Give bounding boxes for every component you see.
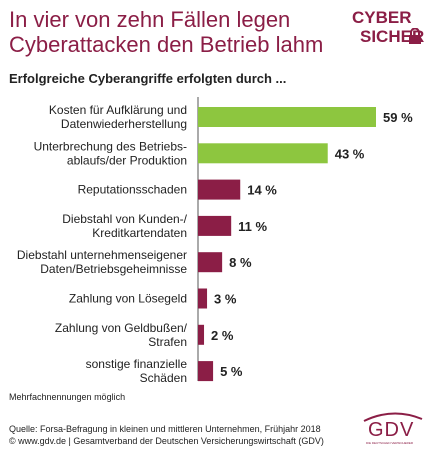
footnote: Mehrfachnennungen möglich [9,392,126,402]
lock-icon [409,28,421,44]
category-label: Zahlung von Geldbußen/Strafen [55,321,188,349]
bar [198,107,376,127]
category-label-line: sonstige finanzielle [86,357,188,371]
value-label: 5 % [220,364,243,379]
bar [198,361,214,382]
gdv-arc-icon [363,412,423,422]
value-label: 8 % [229,255,252,270]
category-label-line: Kreditkartendaten [92,226,187,240]
source-line-1: Quelle: Forsa-Befragung in kleinen und m… [9,424,321,434]
chart-subtitle: Erfolgreiche Cyberangriffe erfolgten dur… [9,71,287,86]
category-label: sonstige finanzielle Schäden [86,357,188,385]
logo-line2: SICHER [360,27,425,46]
bar [198,288,208,309]
bar-chart: 59 % Kosten für Aufklärung und Datenwieder… [17,97,413,385]
category-label-line: Daten/Betriebsgeheimnisse [40,262,187,276]
page-title: In vier von zehn Fällen legen Cyberattac… [9,7,324,57]
category-label: Kosten für Aufklärung und Datenwiederhers… [49,103,187,131]
gdv-logo-text: GDV [368,419,415,441]
category-label-line: Schäden [140,371,187,385]
value-label: 2 % [211,328,234,343]
category-label-line: Diebstahl unternehmenseigener [17,248,187,262]
bar [198,252,223,273]
value-label: 43 % [335,146,365,161]
category-label-line: Unterbrechung des Betriebs- [34,139,187,153]
category-label-line: Reputationsschaden [78,183,187,197]
category-label-line: Zahlung von Geldbußen/ [55,321,188,335]
category-label: Zahlung von Lösegeld [69,292,187,306]
category-label-line: ablaufs/der Produktion [67,153,187,167]
category-label: Diebstahl von Kunden-/Kreditkartendaten [62,212,187,240]
logo-line1: CYBER [352,8,412,27]
value-label: 14 % [247,183,277,198]
value-label: 3 % [214,292,237,307]
source-line-2: © www.gdv.de | Gesamtverband der Deutsch… [9,436,324,446]
category-label-line: Datenwiederherstellung [61,117,187,131]
bar [198,143,328,164]
value-label: 59 % [383,110,413,125]
gdv-logo: GDV DIE DEUTSCHEN VERSICHERER [360,410,426,446]
category-label: Diebstahl unternehmenseigener Daten/Betri… [17,248,187,276]
category-label-line: Strafen [148,335,187,349]
value-label: 11 % [238,219,267,234]
category-label: Reputationsschaden [78,183,187,197]
category-label-line: Zahlung von Lösegeld [69,292,187,306]
cyber-sicher-logo: CYBER SICHER [352,8,424,48]
category-label: Unterbrechung des Betriebs-ablaufs/der P… [34,139,187,167]
category-label-line: Kosten für Aufklärung und [49,103,187,117]
gdv-logo-tagline: DIE DEUTSCHEN VERSICHERER [366,441,414,445]
category-label-line: Diebstahl von Kunden-/ [62,212,187,226]
bar [198,215,232,236]
bar [198,324,205,345]
bar [198,179,241,200]
